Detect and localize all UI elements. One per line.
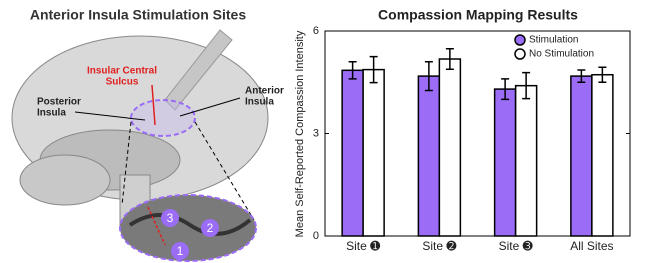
bar xyxy=(439,59,460,236)
bar xyxy=(418,76,439,236)
chart: Compassion Mapping Results Mean Self-Rep… xyxy=(294,7,630,253)
chart-title: Compassion Mapping Results xyxy=(378,7,578,23)
bar xyxy=(495,89,516,236)
x-tick-label: Site ➌ xyxy=(499,239,533,253)
y-tick-label: 6 xyxy=(313,25,319,37)
y-tick-label: 0 xyxy=(313,230,319,242)
annotation: Insula xyxy=(245,97,274,108)
legend-label: No Stimulation xyxy=(529,49,594,60)
legend-marker xyxy=(515,35,525,45)
annotation: Insula xyxy=(37,108,66,119)
stimulation-area xyxy=(131,100,195,136)
annotation: Anterior xyxy=(245,86,284,97)
bar xyxy=(592,75,613,236)
x-tick-label: All Sites xyxy=(570,239,613,253)
legend-marker xyxy=(515,49,525,59)
legend-label: Stimulation xyxy=(529,35,578,46)
bar xyxy=(363,70,384,236)
site-number: 2 xyxy=(207,221,214,235)
site-number: 1 xyxy=(177,244,184,258)
panel-title: Anterior Insula Stimulation Sites xyxy=(30,7,246,23)
bar xyxy=(571,76,592,236)
annotation: Insular Central xyxy=(87,66,157,77)
bar xyxy=(516,86,537,236)
annotation: Posterior xyxy=(37,97,81,108)
y-tick-label: 3 xyxy=(313,127,319,139)
site-number: 3 xyxy=(167,211,174,225)
figure: Anterior Insula Stimulation Sites 3 2 1 … xyxy=(0,0,645,263)
page: Anterior Insula Stimulation Sites 3 2 1 … xyxy=(0,0,645,263)
x-tick-label: Site ➊ xyxy=(346,239,380,253)
annotation: Sulcus xyxy=(106,77,139,88)
y-axis-label: Mean Self-Reported Compassion Intensity xyxy=(294,30,306,237)
x-tick-label: Site ➋ xyxy=(422,239,456,253)
bar xyxy=(342,70,363,236)
cerebellum xyxy=(20,155,110,205)
left-panel: Anterior Insula Stimulation Sites 3 2 1 … xyxy=(12,7,284,261)
